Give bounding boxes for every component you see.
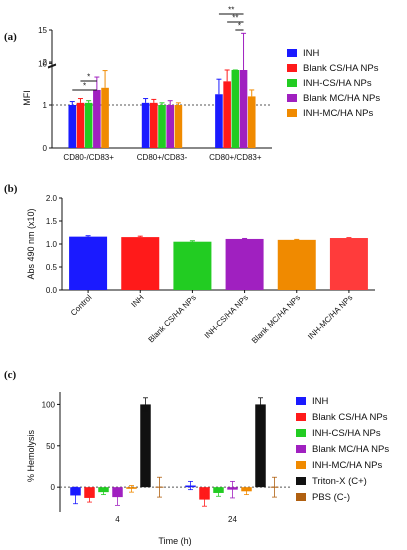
x-tick-label: INH-CS/HA NPs: [203, 293, 250, 340]
bar: [121, 237, 160, 290]
y-tick-label: 1.5: [46, 217, 58, 226]
bar: [69, 236, 108, 290]
y-tick-label: 1.0: [46, 240, 58, 249]
significance-label: **: [232, 14, 238, 23]
legend-swatch: [287, 64, 297, 72]
legend-swatch: [287, 49, 297, 57]
axis-break-mark: [47, 64, 57, 69]
bar: [225, 238, 264, 290]
y-tick-label: 15: [38, 26, 47, 35]
axis-break-mark: [47, 63, 57, 68]
legend-label: Blank MC/HA NPs: [312, 444, 389, 455]
bar: [93, 89, 101, 148]
significance-label: *: [238, 22, 241, 31]
x-tick-label: 24: [228, 515, 237, 524]
legend-label: Triton-X (C+): [312, 476, 367, 487]
x-tick-label: CD80+/CD83+: [209, 153, 262, 162]
legend-swatch: [287, 109, 297, 117]
y-tick-label: 50: [46, 442, 55, 451]
y-tick-label: 0.5: [46, 263, 58, 272]
bar: [84, 487, 95, 498]
panel-c-label: (c): [4, 369, 17, 381]
chart-a: 0 1 210 15 MFI CD80-/CD83+ CD80+/CD83- CD80+/CD…: [22, 6, 380, 163]
x-tick-label: INH: [130, 293, 146, 309]
x-tick-label: Blank CS/HA NPs: [147, 293, 198, 344]
bar: [173, 241, 212, 290]
x-tick-label: 4: [115, 515, 120, 524]
significance-label: *: [83, 82, 86, 91]
x-tick-label: CD80+/CD83-: [137, 153, 188, 162]
y-tick-label: 0: [51, 483, 56, 492]
y-axis-label: Abs 490 nm (x10): [26, 208, 36, 279]
significance-label: *: [87, 73, 90, 82]
bar: [150, 102, 158, 148]
legend-label: PBS (C-): [312, 492, 350, 503]
y-tick-label: 10: [38, 59, 47, 68]
bar: [239, 70, 248, 148]
bar: [166, 105, 174, 148]
legend-label: INH-MC/HA NPs: [312, 460, 382, 471]
x-axis-label: Time (h): [158, 536, 191, 546]
bar: [174, 105, 183, 148]
y-tick-label: 0: [43, 144, 48, 153]
y-tick-label: 2.0: [46, 194, 58, 203]
legend-label: Blank CS/HA NPs: [312, 412, 388, 423]
bar: [141, 102, 150, 148]
legend-swatch: [296, 429, 306, 437]
legend-label: INH-CS/HA NPs: [312, 428, 381, 439]
y-tick-label: 100: [42, 400, 56, 409]
bar: [223, 81, 231, 148]
significance-label: **: [228, 6, 234, 15]
x-tick-label: CD80-/CD83+: [63, 153, 114, 162]
legend-swatch: [296, 413, 306, 421]
legend-swatch: [287, 79, 297, 87]
y-tick-label: 1: [43, 101, 48, 110]
chart-b: 0.0 0.5 1.0 1.5 2.0 Abs 490 nm (x10) Control IN…: [26, 194, 375, 345]
bar: [231, 70, 240, 148]
x-tick-label: Control: [69, 293, 94, 318]
legend-label: INH-CS/HA NPs: [303, 78, 372, 89]
legend-label: INH-MC/HA NPs: [303, 108, 373, 119]
bar: [329, 238, 368, 290]
legend-swatch: [296, 445, 306, 453]
legend-swatch: [296, 493, 306, 501]
panel-b-label: (b): [4, 183, 18, 195]
bar: [158, 105, 166, 148]
legend-label: INH: [303, 48, 320, 59]
legend-label: Blank CS/HA NPs: [303, 63, 379, 74]
bar: [84, 102, 93, 148]
legend-swatch: [296, 397, 306, 405]
x-tick-label: INH-MC/HA NPs: [306, 293, 354, 341]
bar: [101, 87, 109, 148]
bar: [247, 96, 256, 148]
bar: [215, 94, 223, 148]
bar: [68, 105, 77, 148]
legend-swatch: [287, 94, 297, 102]
bar: [277, 239, 316, 290]
panel-a-label: (a): [4, 31, 17, 43]
bar: [255, 404, 266, 488]
y-axis-label: MFI: [22, 90, 32, 106]
legend-label: INH: [312, 396, 329, 407]
y-tick-label: 2: [43, 58, 48, 67]
legend-label: Blank MC/HA NPs: [303, 93, 380, 104]
legend-swatch: [296, 461, 306, 469]
legend-swatch: [296, 477, 306, 485]
x-tick-label: Blank MC/HA NPs: [250, 293, 302, 345]
bar: [76, 102, 85, 148]
bar: [140, 404, 151, 488]
y-axis-label: % Hemolysis: [26, 429, 36, 482]
y-tick-label: 0.0: [46, 286, 58, 295]
chart-c: 0 50 100 % Hemolysis 4 24 Time (h) INH Blank CS/…: [26, 392, 389, 546]
